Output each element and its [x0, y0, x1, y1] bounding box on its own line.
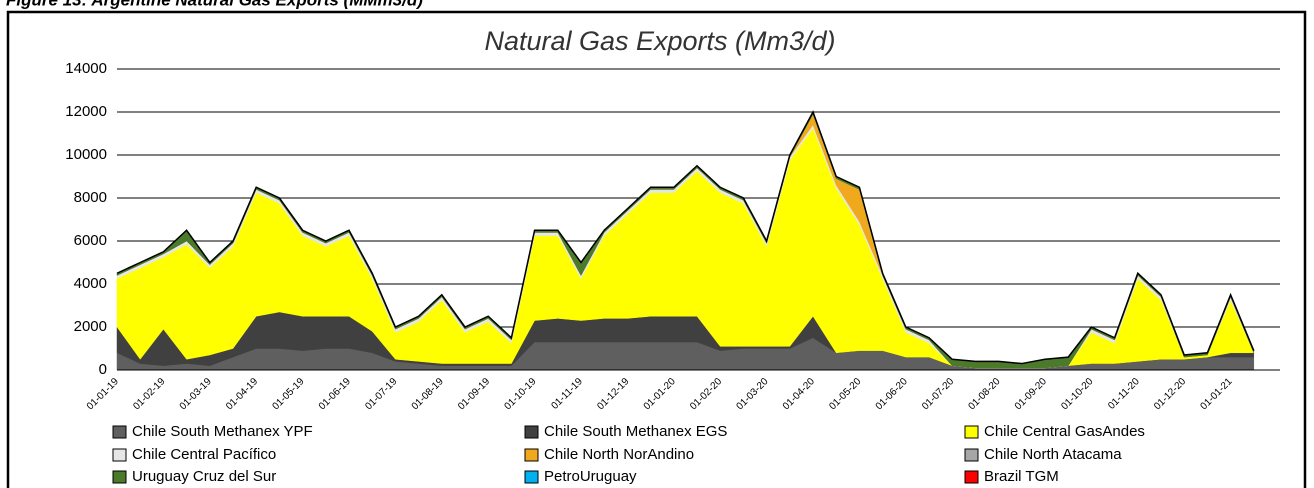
y-tick-label: 8000 [74, 189, 107, 206]
chart-title: Natural Gas Exports (Mm3/d) [484, 26, 835, 56]
legend-label: Chile Central GasAndes [984, 423, 1145, 440]
y-tick-label: 14000 [65, 60, 107, 77]
y-tick-label: 0 [99, 361, 107, 378]
legend-swatch [964, 425, 979, 439]
y-tick-label: 2000 [74, 318, 107, 335]
legend-swatch [112, 425, 127, 439]
y-tick-label: 6000 [74, 232, 107, 249]
legend-swatch [524, 448, 539, 462]
legend-label: Chile South Methanex EGS [544, 423, 727, 440]
figure-title: Figure 13: Argentine Natural Gas Exports… [6, 0, 423, 9]
legend-label: Chile North Atacama [984, 446, 1122, 463]
legend-label: Chile Central Pacífico [132, 446, 276, 463]
legend-label: Chile South Methanex YPF [132, 423, 313, 440]
legend-label: Uruguay Cruz del Sur [132, 468, 276, 485]
total-outline [116, 110, 1255, 365]
y-tick-label: 4000 [74, 275, 107, 292]
legend-swatch [112, 448, 127, 462]
legend-swatch [964, 470, 979, 484]
y-tick-label: 12000 [65, 103, 107, 120]
legend-swatch [112, 470, 127, 484]
legend-label: Chile North NorAndino [544, 446, 694, 463]
y-tick-label: 10000 [65, 146, 107, 163]
legend-swatch [524, 425, 539, 439]
legend-swatch [524, 470, 539, 484]
legend-label: Brazil TGM [984, 468, 1059, 485]
legend-swatch [964, 448, 979, 462]
legend-label: PetroUruguay [544, 468, 637, 485]
